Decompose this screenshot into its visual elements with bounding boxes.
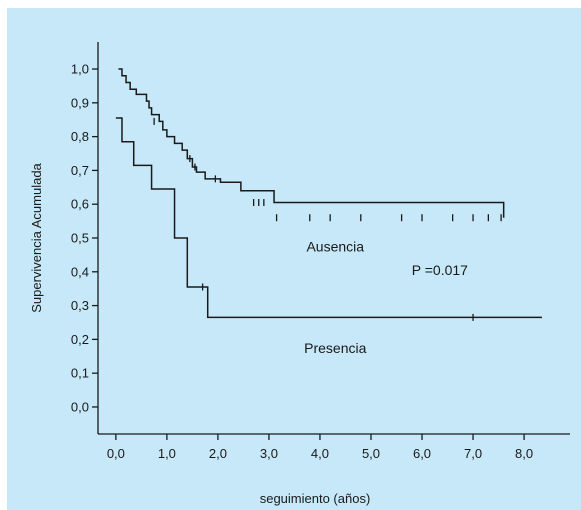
x-tick-label: 2,0 [209, 446, 227, 461]
y-axis-title: Supervivencia Acumulada [29, 162, 44, 312]
x-tick-label: 0,0 [107, 446, 125, 461]
x-tick-label: 8,0 [515, 446, 533, 461]
x-tick-label: 6,0 [413, 446, 431, 461]
x-tick-label: 5,0 [362, 446, 380, 461]
y-tick-label: 0,8 [71, 129, 89, 144]
x-tick-label: 7,0 [464, 446, 482, 461]
axes: 0,0 0,1 0,2 0,3 0,4 0,5 0,6 0,7 0,8 0,9 1,0 0,0 1,0… [71, 42, 570, 461]
y-tick-label: 0,0 [71, 399, 89, 414]
series-presencia-line [115, 117, 542, 319]
y-tick-label: 0,7 [71, 163, 89, 178]
y-tick-label: 0,9 [71, 95, 89, 110]
survival-curves [115, 68, 542, 321]
x-tick-label: 4,0 [311, 446, 329, 461]
y-tick-label: 0,3 [71, 298, 89, 313]
x-ticks: 0,0 1,0 2,0 3,0 4,0 5,0 6,0 7,0 8,0 [107, 434, 533, 461]
y-tick-label: 0,6 [71, 197, 89, 212]
y-tick-label: 0,5 [71, 231, 89, 246]
annotations: Ausencia P =0.017 Presencia [304, 238, 468, 355]
y-tick-label: 0,4 [71, 264, 89, 279]
annotation-label: Presencia [304, 340, 366, 356]
y-tick-label: 0,1 [71, 366, 89, 381]
x-tick-label: 3,0 [260, 446, 278, 461]
y-tick-label: 0,2 [71, 332, 89, 347]
y-ticks: 0,0 0,1 0,2 0,3 0,4 0,5 0,6 0,7 0,8 0,9 1,0 [71, 62, 98, 414]
annotation-label: P =0.017 [412, 262, 468, 278]
x-axis-title: seguimiento (años) [260, 491, 371, 506]
y-tick-label: 1,0 [71, 62, 89, 77]
series-ausencia-line [118, 68, 505, 218]
x-tick-label: 1,0 [158, 446, 176, 461]
annotation-label: Ausencia [306, 238, 364, 254]
chart-background [7, 8, 581, 510]
